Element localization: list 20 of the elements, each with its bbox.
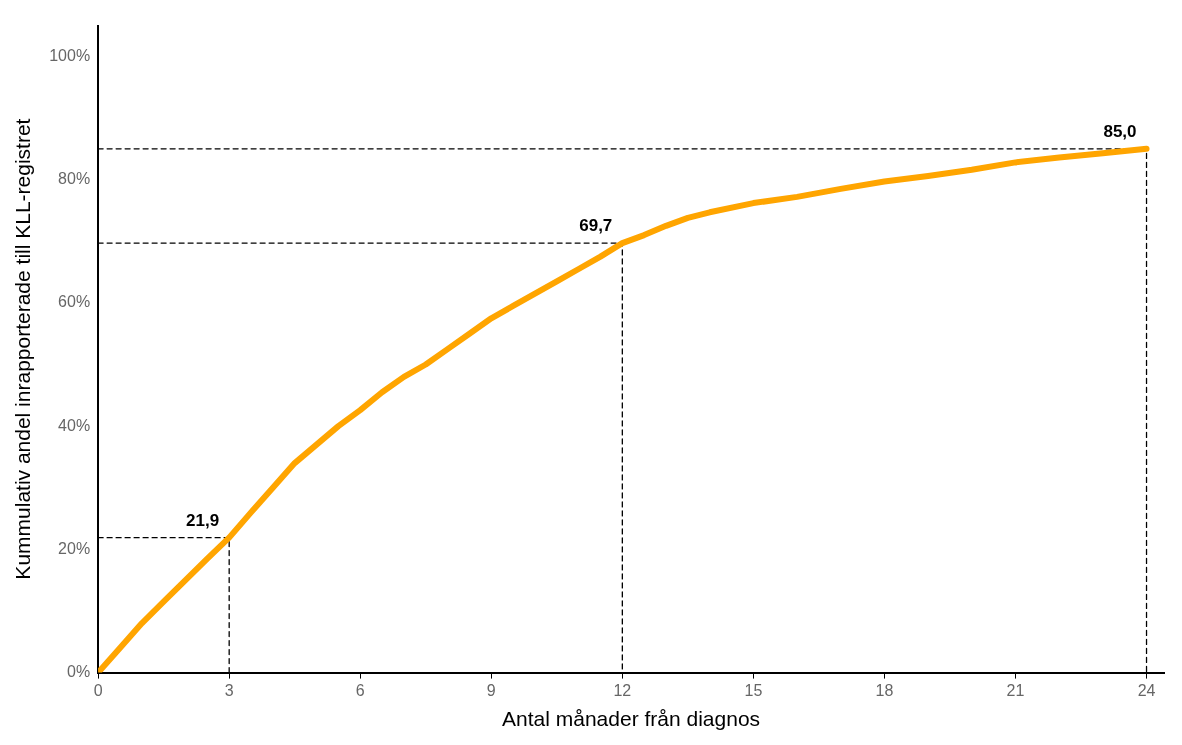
y-tick-label: 40% (58, 416, 91, 434)
x-tick-label: 12 (613, 681, 632, 699)
x-tick-label: 24 (1137, 681, 1156, 699)
y-axis-title: Kummulativ andel inrapporterade till KLL-registret (11, 118, 35, 580)
annotation: 85,0 (1103, 121, 1137, 141)
x-tick-label: 18 (875, 681, 894, 699)
x-tick-label: 6 (355, 681, 365, 699)
x-tick-label: 21 (1006, 681, 1025, 699)
x-tick-label: 9 (486, 681, 496, 699)
y-tick-label: 80% (58, 170, 91, 188)
x-tick-label: 15 (744, 681, 763, 699)
x-tick-label: 0 (93, 681, 103, 699)
y-tick-label: 20% (58, 539, 91, 557)
x-tick-label: 3 (224, 681, 234, 699)
annotation: 21,9 (186, 510, 220, 530)
y-tick-label: 60% (58, 293, 91, 311)
annotation: 69,7 (579, 216, 613, 236)
y-tick-label: 100% (49, 46, 91, 64)
y-tick-label: 0% (67, 663, 91, 681)
x-axis-title: Antal månader från diagnos (502, 707, 761, 731)
